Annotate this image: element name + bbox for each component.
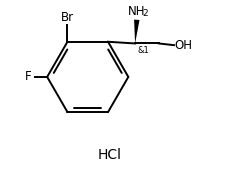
Text: &1: &1 [137, 46, 149, 55]
Text: 2: 2 [143, 10, 148, 19]
Text: Br: Br [61, 11, 74, 24]
Text: HCl: HCl [98, 148, 122, 162]
Text: OH: OH [175, 39, 193, 52]
Text: F: F [24, 70, 31, 83]
Polygon shape [134, 20, 140, 43]
Text: NH: NH [128, 5, 146, 18]
